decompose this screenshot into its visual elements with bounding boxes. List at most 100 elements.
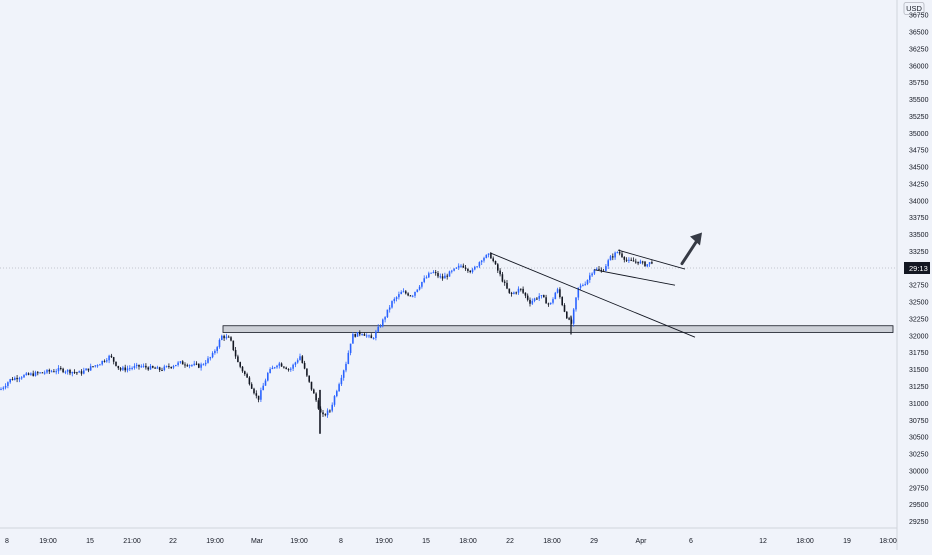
time-tick-label: 22 xyxy=(506,538,514,545)
candle-body xyxy=(115,361,117,366)
time-axis[interactable]: 8 19:00 15 21:00 22 19:00 Mar 19:00 8 19:00 15 18:0… xyxy=(0,527,897,545)
candle-body xyxy=(467,268,469,271)
candle-body xyxy=(60,367,62,369)
candle-body xyxy=(345,363,347,371)
candle-body xyxy=(524,292,527,296)
candle-body xyxy=(336,391,338,397)
candle-body xyxy=(538,296,540,299)
candle-body xyxy=(299,356,301,361)
candle-body xyxy=(393,298,396,302)
candle-body xyxy=(211,353,214,358)
candle-body xyxy=(497,264,499,271)
candle-body xyxy=(324,414,327,416)
candle-body xyxy=(9,379,11,383)
candle-body xyxy=(639,261,642,264)
candle-body xyxy=(237,356,239,363)
candle-body xyxy=(253,388,255,394)
candle-body xyxy=(260,390,262,400)
candle-body xyxy=(230,337,232,341)
candle-body xyxy=(280,363,283,367)
candle-body xyxy=(340,377,343,385)
trendline xyxy=(489,252,696,338)
candle-body xyxy=(23,375,25,378)
candle-body xyxy=(145,365,147,368)
candle-body xyxy=(478,262,481,267)
candle-body xyxy=(644,261,646,267)
candle-body xyxy=(499,270,501,275)
candle-body xyxy=(179,361,182,363)
price-tick-label: 29750 xyxy=(909,485,929,492)
time-tick-label: 21:00 xyxy=(123,538,141,545)
candle-body xyxy=(471,269,474,273)
time-tick-label: 19:00 xyxy=(375,538,393,545)
candle-body xyxy=(73,371,76,373)
candle-body xyxy=(117,365,120,369)
candle-body xyxy=(234,350,237,357)
candle-body xyxy=(547,303,550,305)
candle-body xyxy=(78,371,80,373)
candle-body xyxy=(430,272,432,274)
candle-body xyxy=(464,267,467,269)
candle-body xyxy=(7,382,9,386)
candle-body xyxy=(273,367,276,369)
candle-body xyxy=(354,334,356,337)
candle-body xyxy=(89,366,92,371)
candle-body xyxy=(239,362,241,367)
time-tick-label: 8 xyxy=(339,538,343,545)
price-tick-label: 36500 xyxy=(909,30,929,37)
candle-body xyxy=(55,371,57,373)
candle-body xyxy=(501,274,504,282)
candle-body xyxy=(30,373,32,375)
price-tick-label: 30750 xyxy=(909,418,929,425)
price-tick-label: 34250 xyxy=(909,181,929,188)
candle-body xyxy=(165,366,168,368)
candle-body xyxy=(306,368,308,376)
candle-body xyxy=(147,367,149,370)
candle-body xyxy=(529,299,531,304)
candle-body xyxy=(384,317,386,320)
candle-body xyxy=(476,266,478,268)
price-tick-label: 32750 xyxy=(909,283,929,290)
candle-body xyxy=(53,371,55,373)
time-tick-label: 8 xyxy=(5,538,9,545)
candle-body xyxy=(635,261,637,263)
candle-body xyxy=(46,369,48,373)
candle-body xyxy=(248,377,251,385)
candle-body xyxy=(158,367,161,371)
candle-body xyxy=(301,356,304,363)
trendlines-group xyxy=(489,249,696,338)
candle-body xyxy=(543,295,545,298)
candle-body xyxy=(575,297,577,310)
candle-body xyxy=(453,268,455,271)
candle-body xyxy=(223,335,225,339)
candle-body xyxy=(508,288,511,293)
price-tick-label: 33500 xyxy=(909,232,929,239)
price-tick-label: 32000 xyxy=(909,333,929,340)
candle-body xyxy=(156,367,159,369)
candle-body xyxy=(250,384,253,389)
price-tick-label: 31250 xyxy=(909,384,929,391)
candle-body xyxy=(193,363,195,365)
last-price-tag xyxy=(904,262,930,274)
price-tick-label: 30000 xyxy=(909,468,929,475)
candle-body xyxy=(490,253,492,259)
candle-body xyxy=(637,261,639,264)
candle-body xyxy=(432,272,435,274)
candle-body xyxy=(363,334,366,336)
price-tick-label: 33750 xyxy=(909,215,929,222)
candle-body xyxy=(428,273,430,278)
candle-body xyxy=(513,292,515,294)
candle-body xyxy=(434,272,437,274)
candle-body xyxy=(492,258,494,262)
price-axis[interactable]: USD 29250 29500 29750 30000 30250 30500 30750 31… xyxy=(896,0,930,550)
support-zone-group xyxy=(222,325,894,333)
candle-body xyxy=(444,275,446,279)
candle-body xyxy=(11,379,14,381)
candle-body xyxy=(0,388,2,390)
candle-body xyxy=(579,285,582,288)
candle-body xyxy=(536,298,538,300)
candle-body xyxy=(92,366,94,368)
candle-body xyxy=(598,268,600,270)
